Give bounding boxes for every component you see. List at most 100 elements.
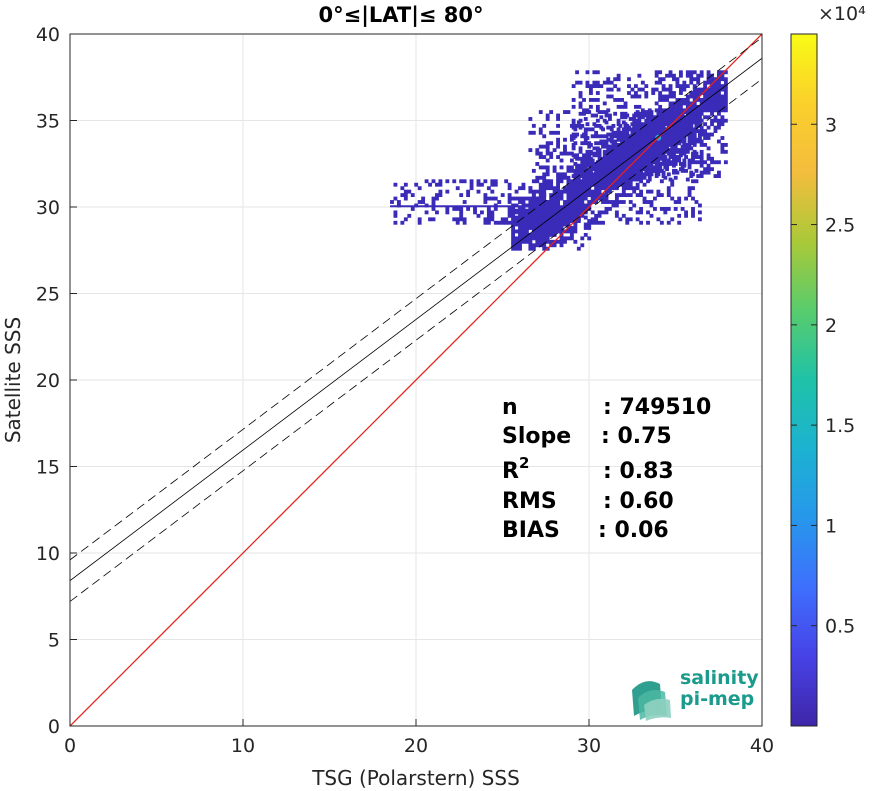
density-cell [689, 122, 694, 127]
density-cell [621, 193, 626, 198]
density-cell [473, 210, 477, 215]
density-cell [659, 179, 664, 184]
density-cell [476, 182, 481, 187]
density-cell [589, 98, 593, 102]
density-cell [640, 130, 645, 135]
density-cell [595, 153, 600, 158]
density-cell [524, 236, 529, 241]
stat-label: n [502, 395, 518, 420]
density-cell [490, 217, 495, 222]
colorbar-tick-label: 1 [825, 515, 837, 537]
density-cell [633, 168, 638, 173]
density-cell [556, 175, 560, 180]
density-cell [535, 239, 540, 244]
stat-label-text: n [502, 395, 518, 420]
density-cell [623, 165, 628, 170]
density-cell [720, 115, 725, 120]
density-cell [486, 220, 491, 225]
density-cell [524, 232, 529, 237]
density-cell [604, 113, 609, 118]
density-cell [678, 151, 683, 156]
density-cell [644, 118, 649, 123]
density-cell [602, 139, 607, 144]
density-cell [668, 148, 673, 153]
density-cell [640, 115, 645, 120]
density-cell [595, 84, 600, 89]
density-cell [507, 220, 512, 225]
density-cell [566, 151, 571, 156]
density-cell [580, 243, 585, 248]
density-cell [644, 141, 649, 146]
density-cell [661, 108, 666, 113]
density-cell [524, 239, 529, 244]
density-cell [476, 213, 481, 218]
density-cell [682, 144, 687, 149]
density-cell [720, 87, 725, 92]
density-cell [677, 200, 682, 204]
density-cell [582, 153, 586, 158]
density-cell [393, 210, 398, 215]
density-cell [632, 203, 637, 208]
density-cell [576, 212, 581, 217]
density-cell [699, 118, 704, 123]
density-cell [644, 155, 649, 159]
density-cell [589, 149, 593, 154]
density-cell [587, 127, 592, 132]
density-cell [640, 162, 645, 166]
density-cell [594, 141, 599, 146]
density-cell [675, 118, 680, 123]
density-cell [613, 158, 618, 163]
density-cell [678, 84, 683, 89]
density-cell [678, 111, 683, 116]
density-cell [678, 70, 683, 75]
density-cell [518, 208, 522, 213]
density-cell [661, 137, 666, 142]
density-cell [689, 132, 694, 137]
density-cell [583, 127, 588, 132]
density-cell [531, 222, 536, 227]
density-cell [582, 170, 586, 175]
density-cell [594, 130, 599, 135]
density-cell [578, 111, 583, 116]
density-cell [602, 163, 607, 168]
density-cell [580, 189, 585, 194]
density-cell [580, 186, 585, 191]
density-cell [661, 170, 666, 175]
density-cell [476, 189, 481, 194]
density-cell [604, 210, 609, 215]
y-tick-label: 30 [36, 197, 60, 219]
density-cell [483, 220, 488, 225]
density-cell [595, 118, 600, 123]
density-cell [595, 177, 600, 182]
density-cell [647, 151, 652, 156]
density-cell [678, 137, 683, 142]
density-cell [578, 118, 583, 123]
density-cell [697, 210, 702, 215]
density-cell [689, 77, 694, 82]
density-cell [549, 205, 554, 210]
colorbar-tick-label: 2 [825, 315, 837, 337]
density-cell [642, 196, 647, 201]
density-cell [609, 134, 614, 139]
density-cell [417, 217, 422, 222]
density-cell [668, 127, 673, 132]
density-cell [545, 182, 550, 187]
density-cell [606, 177, 611, 182]
density-cell [424, 210, 429, 215]
density-cell [710, 111, 714, 116]
density-cell [575, 167, 580, 172]
density-cell [620, 136, 624, 140]
density-cell [583, 193, 588, 198]
density-cell [713, 84, 718, 89]
density-cell [685, 115, 690, 120]
density-cell [630, 177, 635, 182]
density-cell [720, 101, 725, 106]
density-cell [552, 168, 557, 173]
density-cell [723, 108, 728, 113]
density-cell [589, 91, 593, 95]
density-cell [569, 212, 574, 217]
density-cell [713, 101, 718, 106]
density-cell [569, 226, 574, 230]
density-cell [590, 127, 595, 132]
density-cell [483, 193, 488, 198]
